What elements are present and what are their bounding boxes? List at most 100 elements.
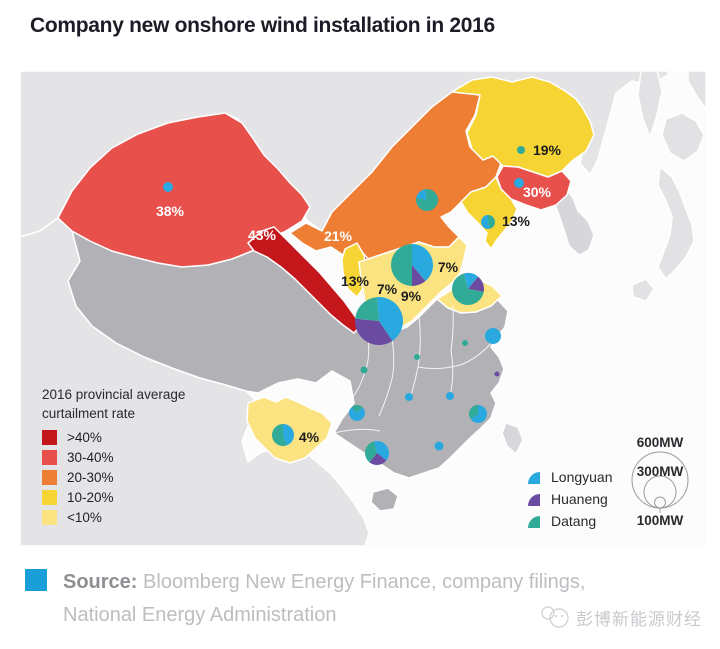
legend-color-swatch [42,430,57,445]
pie-slice-longyuan [376,296,403,341]
pie-slice-huaneng [412,265,426,286]
japan-kyushu [631,278,655,302]
pie-slice-huaneng [354,318,393,345]
legend-color-swatch [42,510,57,525]
pie-slice-datang [391,244,412,286]
installation-dot-longyuan [446,392,454,400]
pie-slice-huaneng [468,276,485,292]
curtailment-legend-title: 2016 provincial average curtailment rate [42,385,185,423]
curtailment-legend-item: 30-40% [42,450,185,465]
legend-label: 30-40% [67,450,114,465]
bubble-size-legend: 600MW 300MW 100MW [618,435,702,531]
province-xinjiang [57,112,311,268]
company-name: Longyuan [551,469,613,485]
installation-dot-datang [462,340,468,346]
installation-dot-datang [517,146,525,154]
pie-slice-longyuan [416,189,427,200]
pie-slice-longyuan [470,405,488,423]
pie-slice-datang [452,273,484,306]
curtailment-rate-label: 7% [438,259,459,275]
company-wedge-icon [528,515,540,528]
curtailment-rate-label: 21% [324,228,353,244]
legend-color-swatch [42,490,57,505]
company-name: Datang [551,513,597,529]
legend-color-swatch [42,470,57,485]
china-map: 38%43% 21%19%30%13%13% 7% 9%7%4% [20,71,706,546]
pie-slice-longyuan [481,215,491,230]
curtailment-legend-item: >40% [42,430,185,445]
curtailment-rate-label: 13% [341,273,370,289]
curtailment-rate-label: 13% [502,213,531,229]
legend-label: 10-20% [67,490,114,505]
pie-slice-longyuan [283,424,294,446]
curtailment-rate-label: 9% [401,288,422,304]
watermark: 彭博新能源财经 [540,604,702,630]
installation-dot-longyuan [514,178,524,188]
chat-bubbles-icon [541,606,569,628]
installation-dot-huaneng [494,371,500,377]
pie-slice-longyuan [373,440,390,461]
province-jilin [496,165,572,211]
kamchatka-sliver [687,71,706,110]
pie-slice-longyuan [463,273,479,289]
company-wedge-icon [528,493,540,506]
size-600mw-label: 600MW [636,435,684,450]
japan-honshu [657,166,695,280]
province-ningxia [341,242,368,298]
watermark-text: 彭博新能源财经 [576,609,702,629]
hainan-island [370,487,399,512]
curtailment-rate-label: 30% [523,184,552,200]
map-data-overlay: 38%43% 21%19%30%13%13% 7% 9%7%4% [156,142,562,466]
legend-color-swatch [42,450,57,465]
pie-slice-datang [488,214,496,229]
taiwan-island [501,422,524,455]
korea-peninsula [552,182,595,256]
company-legend-item-huaneng: Huaneng [526,491,613,507]
source-value: Bloomberg New Energy Finance, company fi… [63,571,586,626]
japan-hokkaido [661,112,705,162]
legend-label: 20-30% [67,470,114,485]
sakhalin-island [637,71,663,138]
source-label: Source: [63,571,138,593]
pie-slice-longyuan [349,407,365,421]
installation-dot-datang [360,366,368,374]
curtailment-legend-rows: >40% 30-40% 20-30% 10-20% <10% [42,430,185,525]
installation-dot-datang [414,354,420,360]
curtailment-rate-label: 19% [533,142,562,158]
province-heilongjiang [451,76,595,178]
pie-slice-datang [416,189,439,212]
installation-dot-longyuan [485,328,501,344]
company-wedge-icon [528,471,540,484]
legend-label: >40% [67,430,102,445]
curtailment-legend-item: 20-30% [42,470,185,485]
pie-slice-datang [271,424,287,447]
company-name: Huaneng [551,491,608,507]
curtailment-rate-label: 7% [377,281,398,297]
pie-slice-datang [351,404,363,413]
curtailment-legend-item: 10-20% [42,490,185,505]
province-liaoning [460,176,518,250]
pie-slice-datang [364,441,377,463]
source-bullet-square [25,569,47,591]
installation-dot-longyuan [405,393,413,401]
size-100mw-label: 100MW [636,513,684,528]
neighbor-landmasses [20,71,706,546]
curtailment-rate-label: 4% [299,429,320,445]
source-text: Source: Bloomberg New Energy Finance, co… [63,566,623,632]
installation-dot-longyuan [163,182,173,192]
company-legend-item-longyuan: Longyuan [526,469,613,485]
curtailment-legend: 2016 provincial average curtailment rate… [42,385,185,530]
legend-label: <10% [67,510,102,525]
company-legend-item-datang: Datang [526,513,613,529]
pie-slice-huaneng [369,453,387,466]
china-map-panel: 38% 43% 21% 19% 30% 13% 13% 7% 9% 7% 4% 2016 provi… [20,71,706,546]
source-row: Source: Bloomberg New Energy Finance, co… [25,566,625,632]
curtailment-legend-item: <10% [42,510,185,525]
pie-slice-longyuan [412,244,434,282]
curtailment-legend-title-line2: curtailment rate [42,406,136,421]
curtailment-legend-title-line1: 2016 provincial average [42,387,186,402]
curtailment-rate-label: 43% [248,227,277,243]
pie-slice-datang [469,405,478,420]
size-300mw-label: 300MW [636,464,684,479]
page-title: Company new onshore wind installation in… [30,14,495,37]
